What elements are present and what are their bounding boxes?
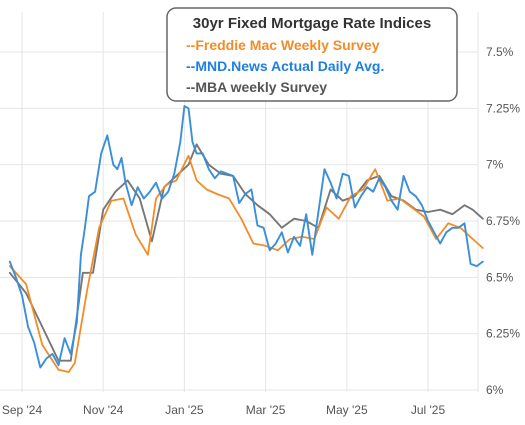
y-tick-label: 7.25%	[486, 101, 520, 115]
y-tick-label: 6%	[486, 383, 504, 397]
y-axis-ticks: 6% 6.25% 6.5% 6.75% 7% 7.25% 7.5%	[486, 45, 520, 397]
x-tick-label: Jan '25	[165, 403, 204, 417]
legend-entry-mba: --MBA weekly Survey	[186, 79, 327, 95]
y-tick-label: 7%	[486, 158, 504, 172]
series-line-mnd-news	[8, 105, 484, 369]
x-tick-label: Mar '25	[246, 403, 286, 417]
x-axis-ticks: Sep '24 Nov '24 Jan '25 Mar '25 May '25 Jul '…	[2, 403, 446, 417]
legend: 30yr Fixed Mortgage Rate Indices --Fredd…	[166, 7, 458, 102]
legend-entry-mnd-news: --MND.News Actual Daily Avg.	[186, 58, 384, 74]
legend-entry-freddie-mac: --Freddie Mac Weekly Survey	[186, 37, 380, 53]
y-tick-label: 6.25%	[486, 327, 520, 341]
y-tick-label: 7.5%	[486, 45, 514, 59]
x-tick-label: Nov '24	[83, 403, 124, 417]
chart-title: 30yr Fixed Mortgage Rate Indices	[193, 15, 431, 32]
series-lines	[8, 105, 484, 373]
legend-box	[166, 7, 458, 102]
y-tick-label: 6.5%	[486, 270, 514, 284]
x-tick-label: Jul '25	[411, 403, 446, 417]
x-tick-label: May '25	[326, 403, 368, 417]
y-tick-label: 6.75%	[486, 214, 520, 228]
series-line-freddie-mac	[8, 154, 484, 373]
x-tick-label: Sep '24	[2, 403, 43, 417]
